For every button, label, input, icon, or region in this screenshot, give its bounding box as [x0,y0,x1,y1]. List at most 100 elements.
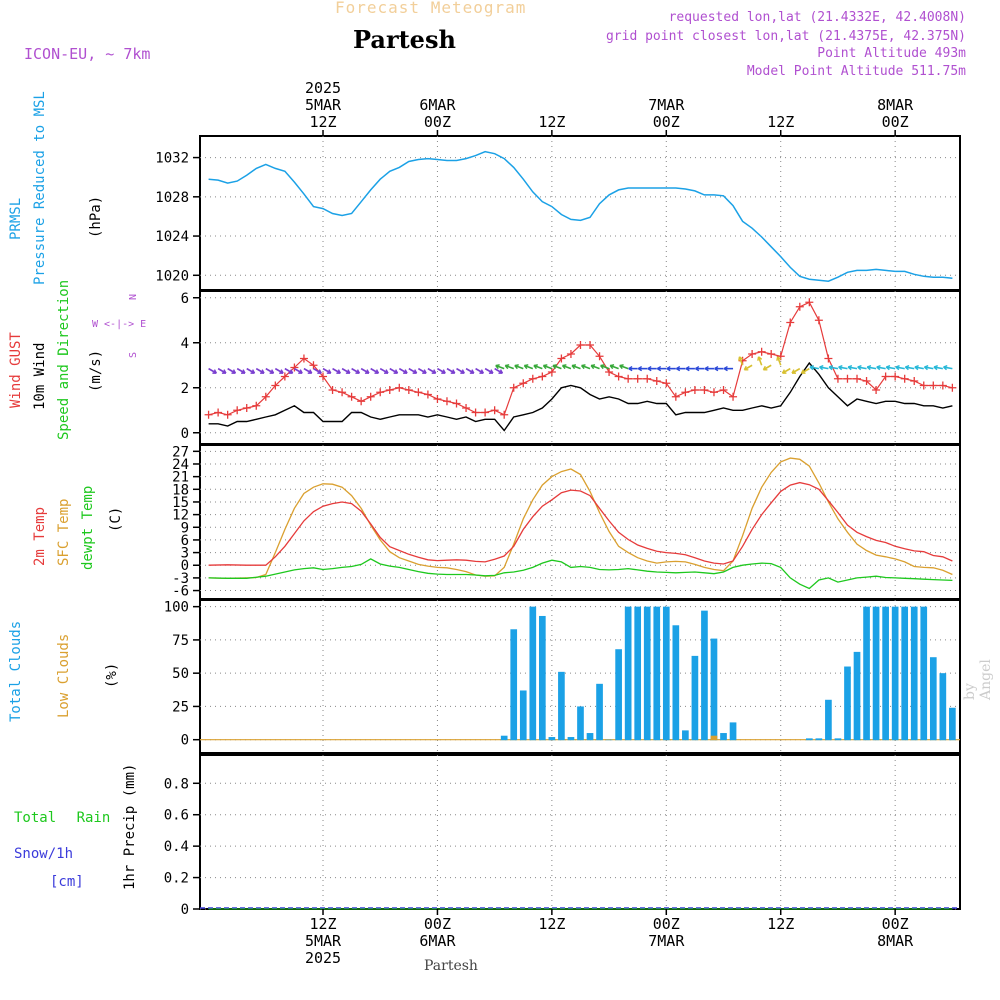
precip-y-tick-label: 0.8 [164,776,189,792]
wind-gust-marker [719,386,728,394]
wind-direction-arrow [571,364,581,370]
wind-direction-arrow [408,367,418,374]
total-clouds-bar [662,606,670,741]
bottom-time-label: 2025 [305,949,341,967]
wind-gust-marker [786,318,795,327]
wind-direction-arrow [379,367,389,374]
top-time-label: 12Z [309,113,336,131]
wind-direction-arrow [857,366,867,370]
bottom-location: Partesh [424,958,478,974]
total-clouds-bar [624,606,632,741]
wind-direction-arrowhead [723,365,728,372]
wind-direction-arrow [217,367,227,374]
wind-gust-marker [471,408,480,417]
total-clouds-bar [949,707,956,741]
precip-y-tick-label: 0 [181,902,189,918]
low-clouds-label: Low Clouds [56,633,72,718]
bottom-time-label: 12Z [538,915,565,933]
wind-direction-arrowhead [866,364,872,371]
wind-gust-marker [280,372,289,381]
wind-gust-line [208,301,953,416]
wind-gust-marker [910,377,919,385]
wind-direction-arrowhead [914,364,919,371]
wind-gust-marker [919,381,928,390]
wind-gust-marker [452,399,461,408]
total-rain-label: Total Rain [14,810,111,826]
wind-gust-marker [509,383,518,392]
wind-direction-arrowhead [460,369,465,374]
wind-gust-marker [652,377,661,385]
wind-gust-marker [204,410,213,419]
wind-direction-arrowhead [819,364,824,371]
temp-sfc-label: SFC Temp [56,498,72,566]
total-clouds-bar [672,625,680,741]
wind-gust-marker [462,404,471,412]
total-clouds-bar [939,673,947,741]
wind-direction-arrow [590,364,600,370]
wind-direction-arrowhead [403,369,408,374]
wind-direction-arrowhead [498,369,504,374]
temp-panel-frame [199,444,961,600]
wind-gust-marker [566,350,575,358]
wind-direction-arrowhead [714,365,719,372]
model-label: ICON-EU, ~ 7km [24,45,151,63]
wind-direction-arrowhead [847,364,853,371]
wind-direction-arrowhead [374,369,380,374]
wind-gust-marker [900,374,909,383]
wind-direction-arrow [848,366,858,370]
wind-direction-arrowhead [781,369,787,374]
temp-y-tick-label: 18 [172,482,189,498]
wind-direction-arrowhead [355,369,361,374]
wind-direction-arrowhead [685,365,690,372]
wind-gust-marker [347,392,356,401]
wind-direction-arrow [465,367,475,374]
total-clouds-bar [548,737,556,741]
top-time-label: 00Z [653,113,680,131]
wind-direction-arrow [738,356,744,366]
clouds-y-tick-label: 25 [172,699,189,715]
wind-gust-marker [891,372,900,381]
wind-direction-arrowhead [221,369,227,374]
wind-direction-arrow [924,366,934,370]
wind-direction-arrowhead [676,365,681,372]
point-altitude: Point Altitude 493m [817,46,966,61]
wind-gust-marker [366,392,375,401]
wind-direction-arrowhead [738,356,744,361]
wind-direction-arrow [743,364,753,371]
total-clouds-bar [901,606,909,741]
axis-labels: 10201024102810320246-6-30369121518212427… [155,79,914,967]
wind-direction-arrowhead [943,364,948,371]
wind-direction-arrowhead [800,369,806,374]
bottom-time-label: 8MAR [877,932,914,950]
pressure-y-tick-label: 1024 [155,229,189,245]
wind-direction-arrow [456,367,465,374]
wind-gust-marker [586,341,595,349]
wind-direction-arrowhead [441,369,446,374]
precip-unit: 1hr Precip (mm) [122,763,138,890]
location-name: Partesh [353,25,456,54]
wind-gust-marker [414,388,423,397]
total-clouds-bar [510,629,518,741]
wind-direction-arrowhead [571,364,577,370]
wind-direction-arrowhead [450,369,456,374]
wind-direction-arrowhead [279,369,284,374]
credit-label: by Angel [962,659,994,700]
wind-direction-arrowhead [876,364,881,371]
wind-direction-arrowhead [552,364,558,370]
total-clouds-bar [729,722,737,741]
wind-direction-arrowhead [479,369,484,374]
wind-direction-arrow [757,356,763,366]
wind-gust-marker [500,410,509,419]
wind-direction-arrowhead [240,369,246,374]
wind-gust-marker [748,350,757,358]
wind-gust-marker [547,368,556,376]
compass-west-east: W <-|-> E [92,319,147,330]
wind-gust-marker [404,386,413,394]
top-time-label: 5MAR [305,96,342,114]
wind-direction-arrowhead [250,369,256,374]
wind-direction-arrowhead [590,364,596,370]
wind-direction-arrow [284,367,294,374]
wind-gust-marker [643,374,652,383]
wind-gust-marker [595,352,604,361]
